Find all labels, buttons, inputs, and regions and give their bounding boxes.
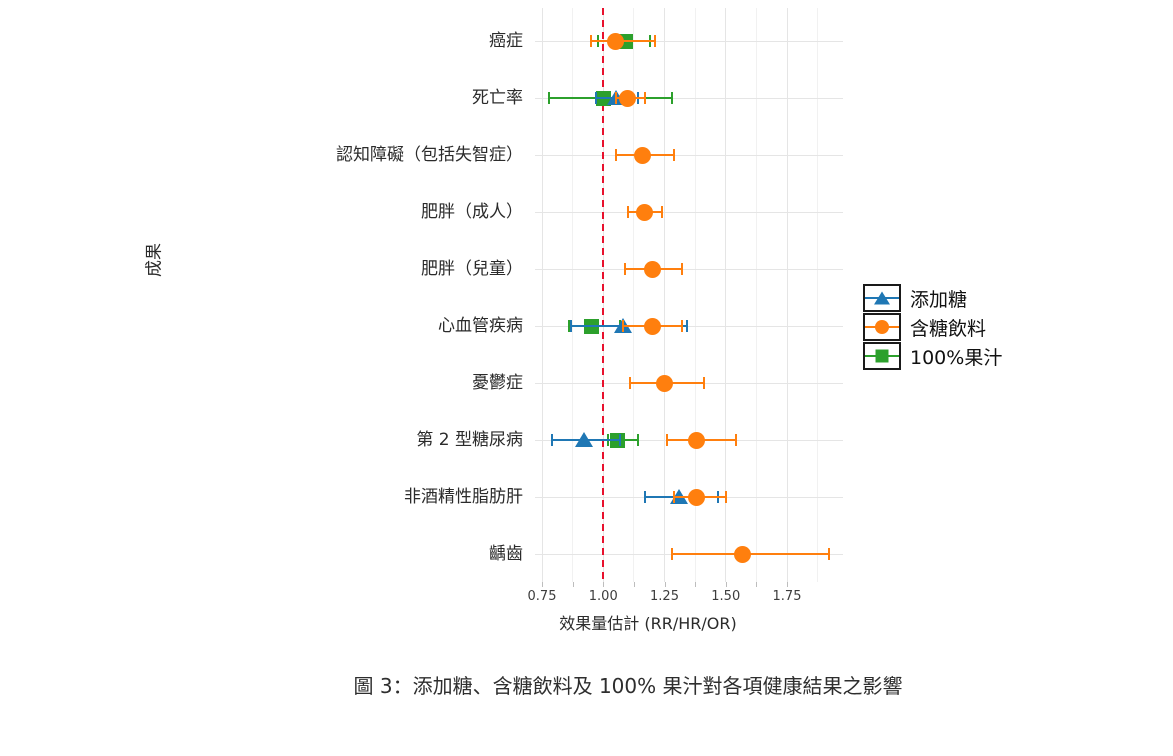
category-label: 認知障礙（包括失智症） <box>336 145 523 165</box>
h-gridline <box>535 269 843 270</box>
legend-key-box <box>863 342 901 370</box>
x-tick-label: 1.25 <box>650 589 679 604</box>
legend-marker-square <box>875 349 889 363</box>
marker-circle <box>734 545 752 563</box>
legend-label: 添加糖 <box>910 288 968 311</box>
error-bar-cap <box>673 491 676 503</box>
h-gridline <box>535 98 843 99</box>
category-label: 死亡率 <box>472 88 523 108</box>
error-bar-cap <box>614 149 617 161</box>
v-gridline-major <box>541 8 543 582</box>
v-gridline-major <box>786 8 788 582</box>
category-label: 肥胖（兒童） <box>421 259 523 279</box>
marker-circle <box>656 374 673 392</box>
figure-caption: 圖 3：添加糖、含糖飲料及 100% 果汁對各項健康結果之影響 <box>353 674 903 698</box>
v-gridline-minor <box>633 8 635 582</box>
error-bar-cap <box>626 206 629 218</box>
error-bar-cap <box>724 491 727 503</box>
marker-circle <box>636 203 654 221</box>
error-bar-cap <box>653 35 656 47</box>
error-bar-cap <box>567 320 570 332</box>
x-axis-tick <box>695 582 697 587</box>
legend-item: 含糖飲料 <box>863 313 1002 341</box>
category-label: 第 2 型糖尿病 <box>416 430 523 450</box>
x-axis-tick <box>572 582 574 587</box>
category-label: 心血管疾病 <box>438 316 523 336</box>
error-bar-cap <box>614 92 617 104</box>
legend-label: 100%果汁 <box>910 346 1003 369</box>
error-bar-cap <box>702 377 705 389</box>
x-axis-tick <box>664 582 666 587</box>
x-tick-label: 1.00 <box>588 589 618 604</box>
x-tick-label: 1.75 <box>772 589 802 604</box>
error-bar-cap <box>643 92 646 104</box>
legend-key-box <box>863 313 901 341</box>
v-gridline-minor <box>572 8 574 582</box>
error-bar-cap <box>548 92 551 104</box>
error-bar-cap <box>621 320 624 332</box>
v-gridline-minor <box>817 8 819 582</box>
x-tick-label: 1.50 <box>711 589 741 604</box>
x-axis-tick <box>756 582 758 587</box>
x-tick-label: 0.75 <box>527 589 557 604</box>
error-bar-cap <box>680 263 683 275</box>
error-bar-cap <box>673 149 676 161</box>
legend-label: 含糖飲料 <box>910 317 987 340</box>
x-axis-title: 效果量估計 (RR/HR/OR) <box>559 614 737 633</box>
h-gridline <box>535 212 843 213</box>
marker-circle <box>619 89 637 107</box>
legend: 添加糖含糖飲料 100%果汁 <box>863 284 1002 370</box>
legend-marker-triangle <box>874 291 890 305</box>
x-axis-tick <box>725 582 727 587</box>
error-bar-cap <box>665 434 668 446</box>
v-gridline-minor <box>694 8 696 582</box>
error-bar-cap <box>590 35 592 47</box>
h-gridline <box>535 41 843 42</box>
legend-marker-circle <box>875 320 889 334</box>
category-label: 癌症 <box>489 31 523 51</box>
error-bar-cap <box>670 92 673 104</box>
legend-item: 添加糖 <box>863 284 1002 312</box>
error-bar-cap <box>594 92 597 104</box>
v-gridline-minor <box>755 8 757 582</box>
error-bar-cap <box>661 206 664 218</box>
marker-triangle <box>574 432 593 447</box>
h-gridline <box>535 155 843 156</box>
marker-circle <box>687 431 705 449</box>
marker-circle <box>643 260 661 278</box>
error-bar-cap <box>624 263 627 275</box>
y-axis-title: 成果 <box>144 243 165 277</box>
error-bar-cap <box>629 377 632 389</box>
category-label: 非酒精性脂肪肝 <box>404 487 523 507</box>
category-label: 憂鬱症 <box>472 373 523 393</box>
error-bar-cap <box>570 320 573 332</box>
error-bar-cap <box>619 434 622 446</box>
error-bar-cap <box>680 320 683 332</box>
x-axis-tick <box>787 582 788 587</box>
v-gridline-major <box>725 8 727 582</box>
category-label: 肥胖（成人） <box>421 202 523 222</box>
legend-key-box <box>863 284 901 312</box>
marker-circle <box>607 32 624 50</box>
error-bar-cap <box>636 434 639 446</box>
x-axis-tick <box>542 582 543 587</box>
error-bar-cap <box>670 548 673 560</box>
marker-circle <box>643 317 661 335</box>
v-gridline-major <box>664 8 665 582</box>
error-bar-cap <box>643 491 646 503</box>
x-axis-tick <box>603 582 605 587</box>
error-bar-cap <box>685 320 688 332</box>
category-label: 齲齒 <box>489 544 523 564</box>
legend-item: 100%果汁 <box>863 342 1002 370</box>
marker-circle <box>633 146 651 164</box>
marker-circle <box>687 488 705 506</box>
error-bar-cap <box>734 434 737 446</box>
error-bar-cap <box>550 434 553 446</box>
error-bar-cap <box>827 548 830 560</box>
x-axis-tick <box>633 582 635 587</box>
h-gridline <box>535 326 843 327</box>
reference-line <box>602 8 605 582</box>
